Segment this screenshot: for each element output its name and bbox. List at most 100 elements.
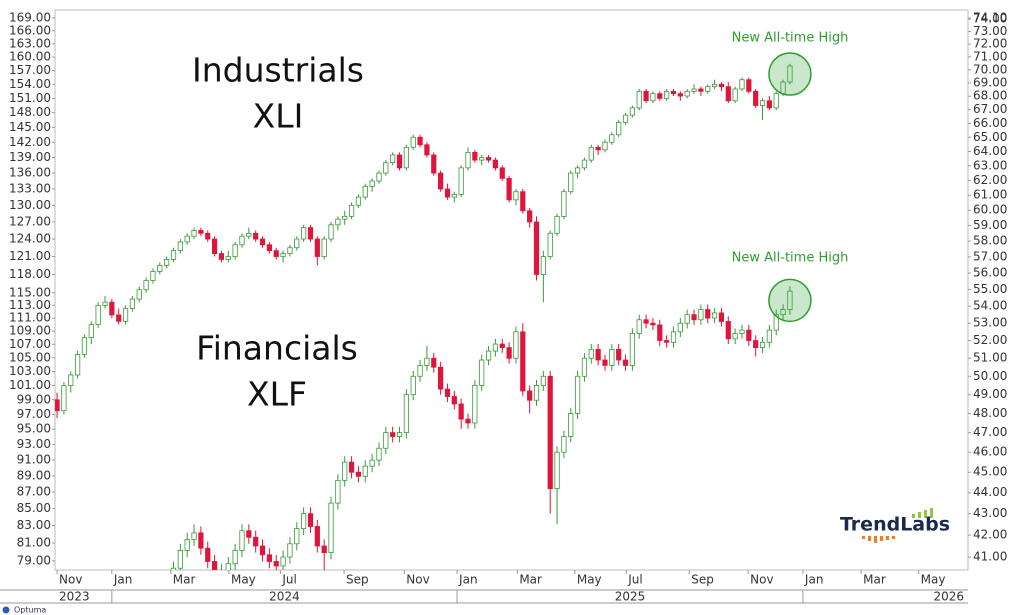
candle-body [725,86,731,102]
y2-tick-label: 74.00 [973,12,1007,26]
candle-body [177,241,183,252]
candle-body [465,151,471,169]
year-label: 2023 [59,590,90,604]
candle-body [718,83,725,88]
x-tick-label: Sep [346,573,369,587]
candle-body [650,93,656,102]
candle-body [698,309,704,321]
candle-body [732,333,738,340]
candle-body [677,93,683,97]
annotation: New All-time High [732,251,849,266]
candle-body [246,232,252,237]
candle-body [499,167,505,179]
candle-body [561,191,567,217]
candle-body [198,532,204,549]
y2-tick-label: 42.00 [973,528,1007,542]
candle-body [342,215,348,220]
candle-body [451,396,457,405]
candle-body [383,162,389,174]
candle-body [533,385,540,401]
candle-body [561,436,567,453]
candle-body [664,90,670,99]
y-tick-label: 89.00 [17,468,51,482]
annotation: XLF [247,375,307,414]
candle-body [403,146,409,169]
candle-body [568,413,574,437]
candle-body [485,350,492,361]
y-tick-label: 130.00 [9,198,51,212]
y2-tick-label: 45.00 [973,465,1007,479]
y-tick-label: 107.00 [9,337,51,351]
candle-body [677,322,683,333]
y2-tick-label: 67.00 [973,102,1007,116]
plot-area [54,9,969,571]
candle-body [588,146,594,161]
candle-body [95,304,101,325]
y-tick-label: 124.00 [9,232,51,246]
candle-body [218,253,225,260]
x-tick-label: May [921,573,946,587]
candle-body [643,319,649,324]
x-tick-label: Jul [627,573,642,587]
y2-tick-label: 73.00 [973,24,1007,38]
candle-body [301,227,307,240]
candle-body [253,232,259,240]
candle-body [328,224,334,240]
y-tick-label: 109.00 [9,324,51,338]
candle-body [458,167,464,195]
candle-body [670,90,677,95]
candle-body [102,301,108,306]
candle-body [725,321,731,340]
candle-body [554,215,560,234]
candle-body [520,331,526,392]
candle-body [294,528,300,545]
candle-body [705,309,711,319]
candle-body [711,83,718,88]
candle-body [732,88,738,102]
y-tick-label: 157.00 [9,63,51,77]
x-tick-label: Mar [519,573,542,587]
candle-body [465,418,471,424]
y-tick-label: 93.00 [17,437,51,451]
candle-body [75,353,81,376]
y-tick-label: 113.00 [9,298,51,312]
x-tick-label: May [231,573,256,587]
y2-tick-label: 48.00 [973,406,1007,420]
candle-body [657,93,663,99]
candle-body [650,322,656,326]
candle-body [581,159,588,169]
candle-body [259,238,266,246]
candle-body [684,314,690,324]
candle-body [177,549,183,569]
candle-body [540,256,546,275]
candle-body [629,333,635,366]
candle-body [225,256,231,260]
candle-body [787,290,793,310]
candle-body [273,250,279,257]
candle-body [55,399,60,412]
candle-body [266,554,272,562]
candle-body [479,157,485,161]
candle-body [492,159,499,169]
candle-body [657,324,663,341]
candle-body [390,154,396,164]
y2-tick-label: 52.00 [973,333,1007,347]
candle-body [184,235,190,243]
candle-body [232,244,238,257]
candle-body [636,90,642,109]
candle-body [362,465,368,477]
y2-tick-label: 51.00 [973,351,1007,365]
candle-body [451,193,457,198]
candle-body [314,526,320,547]
candle-body [280,253,286,257]
x-tick-label: Jan [804,573,824,587]
candle-body [259,545,266,556]
year-label: 2025 [615,590,646,604]
candle-body [458,403,464,420]
y-tick-label: 121.00 [9,249,51,263]
candle-body [664,340,670,343]
annotation: XLI [253,97,304,136]
y2-tick-label: 44.00 [973,485,1007,499]
x-tick-label: Jul [281,573,296,587]
